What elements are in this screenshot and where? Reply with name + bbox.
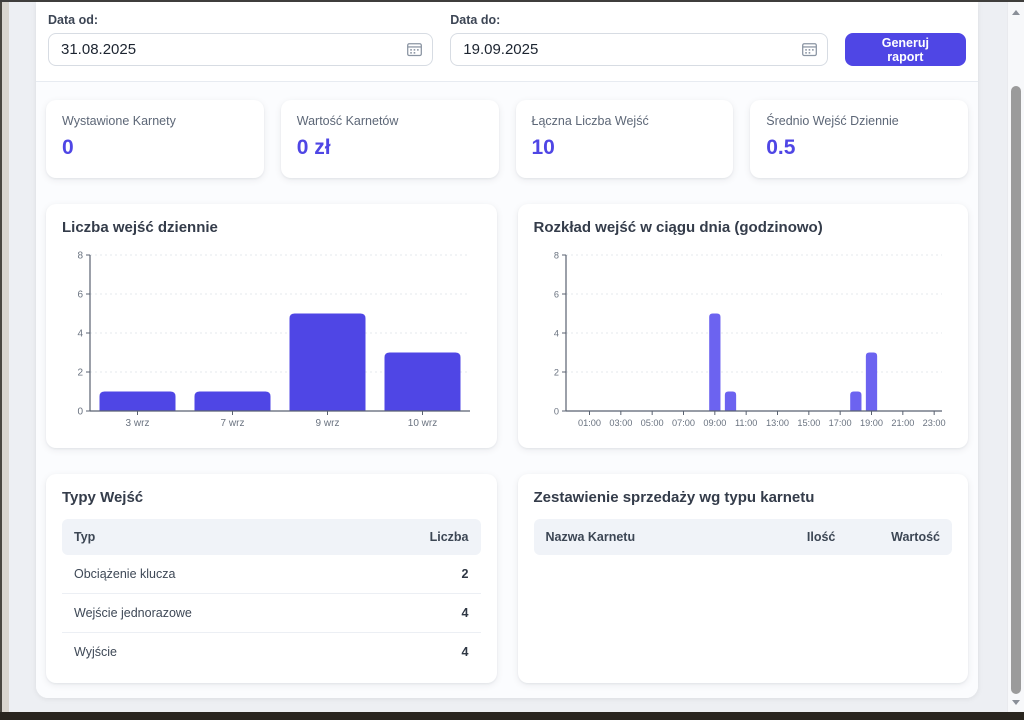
stats-row: Wystawione Karnety 0 Wartość Karnetów 0 … <box>46 100 968 178</box>
column-header-type: Typ <box>62 519 352 555</box>
scrollbar-thumb[interactable] <box>1011 86 1021 694</box>
entry-type-count: 4 <box>351 593 481 633</box>
sales-summary-card: Zestawienie sprzedaży wg typu karnetu Na… <box>517 474 968 683</box>
date-from-input[interactable] <box>48 33 434 66</box>
generate-report-button[interactable]: Generuj raport <box>844 33 967 66</box>
chart-title: Rozkład wejść w ciągu dnia (godzinowo) <box>533 219 823 236</box>
window-bottom-border <box>0 712 1024 720</box>
svg-text:9 wrz: 9 wrz <box>316 418 340 429</box>
svg-text:0: 0 <box>553 407 558 417</box>
stat-card-passes-value: Wartość Karnetów 0 zł <box>280 100 499 178</box>
column-header-count: Liczba <box>351 519 481 555</box>
svg-text:03:00: 03:00 <box>609 418 632 428</box>
entry-type-name: Wyjście <box>74 645 117 659</box>
scroll-up-button[interactable] <box>1008 4 1024 20</box>
svg-text:3 wrz: 3 wrz <box>126 418 150 429</box>
svg-text:7 wrz: 7 wrz <box>221 418 245 429</box>
svg-text:01:00: 01:00 <box>578 418 601 428</box>
svg-text:11:00: 11:00 <box>735 418 757 428</box>
stat-label: Łączna Liczba Wejść <box>531 114 649 128</box>
svg-text:6: 6 <box>553 290 558 300</box>
svg-text:17:00: 17:00 <box>828 418 851 428</box>
stat-value: 0 <box>62 136 74 159</box>
svg-text:6: 6 <box>77 290 83 301</box>
window-top-border <box>0 0 1024 2</box>
daily-entries-chart-card: Liczba wejść dziennie 0 2 4 6 8 3 wrz 7 wrz 9 w… <box>46 204 497 448</box>
stat-value: 10 <box>531 136 555 159</box>
entry-types-table: Typ Liczba Obciążenie klucza 2 Wejście j… <box>62 519 481 671</box>
entry-type-count: 4 <box>461 645 469 659</box>
svg-text:09:00: 09:00 <box>703 418 726 428</box>
tables-row: Typy Wejść Typ Liczba Obciążenie klucza … <box>46 474 968 683</box>
filter-bar: Data od: Data do: <box>36 2 978 82</box>
table-title: Zestawienie sprzedaży wg typu karnetu <box>533 489 815 506</box>
window-left-edge <box>2 2 9 713</box>
vertical-scrollbar[interactable] <box>1007 2 1024 712</box>
stat-label: Wartość Karnetów <box>296 114 399 128</box>
svg-text:05:00: 05:00 <box>640 418 663 428</box>
calendar-icon[interactable] <box>406 41 423 58</box>
entry-type-name: Obciążenie klucza <box>62 555 352 594</box>
svg-text:10 wrz: 10 wrz <box>408 418 437 429</box>
table-header-row: Nazwa Karnetu Ilość Wartość <box>533 519 952 555</box>
table-title: Typy Wejść <box>62 489 144 506</box>
report-content: Wystawione Karnety 0 Wartość Karnetów 0 … <box>36 82 978 698</box>
svg-text:13:00: 13:00 <box>766 418 789 428</box>
date-to-field: Data do: <box>450 13 828 66</box>
stat-label: Średnio Wejść Dziennie <box>766 114 899 128</box>
stat-value: 0 zł <box>296 136 331 159</box>
scroll-down-icon <box>1012 699 1020 705</box>
svg-text:21:00: 21:00 <box>891 418 914 428</box>
svg-text:07:00: 07:00 <box>672 418 695 428</box>
hourly-entries-bar-chart: 0 2 4 6 8 01:00 03:00 05:00 07:00 09:00 11:00 13:00… <box>553 251 945 429</box>
svg-text:2: 2 <box>77 368 83 379</box>
entry-types-card: Typy Wejść Typ Liczba Obciążenie klucza … <box>46 474 497 683</box>
date-from-label: Data od: <box>48 13 98 27</box>
stat-card-avg-daily-entries: Średnio Wejść Dziennie 0.5 <box>750 100 968 178</box>
svg-text:4: 4 <box>77 329 83 340</box>
svg-text:15:00: 15:00 <box>797 418 820 428</box>
svg-text:8: 8 <box>553 251 558 261</box>
date-to-label: Data do: <box>450 13 501 27</box>
date-to-input[interactable] <box>450 33 828 66</box>
scroll-up-icon <box>1012 9 1020 15</box>
scroll-down-button[interactable] <box>1008 694 1024 710</box>
column-header-quantity: Ilość <box>742 519 848 555</box>
table-row: Wejście jednorazowe 4 <box>62 593 481 633</box>
column-header-value: Wartość <box>847 519 952 555</box>
entry-type-name: Wejście jednorazowe <box>62 593 352 633</box>
svg-text:2: 2 <box>553 368 558 378</box>
table-header-row: Typ Liczba <box>62 519 481 555</box>
hourly-entries-chart-card: Rozkład wejść w ciągu dnia (godzinowo) 0… <box>517 204 968 448</box>
date-from-field: Data od: <box>48 13 434 66</box>
chart-title: Liczba wejść dziennie <box>62 219 218 236</box>
calendar-icon[interactable] <box>801 41 818 58</box>
svg-text:19:00: 19:00 <box>860 418 883 428</box>
svg-text:4: 4 <box>553 329 558 339</box>
table-row: Wyjście 4 <box>62 633 481 672</box>
column-header-pass-name: Nazwa Karnetu <box>533 519 743 555</box>
sales-table-empty-area <box>534 555 953 673</box>
svg-text:23:00: 23:00 <box>922 418 945 428</box>
window-left-border <box>0 0 2 720</box>
stat-card-total-entries: Łączna Liczba Wejść 10 <box>515 100 734 178</box>
svg-text:8: 8 <box>77 251 83 262</box>
daily-entries-bar-chart: 0 2 4 6 8 3 wrz 7 wrz 9 wrz 10 wrz <box>77 251 470 429</box>
table-row: Obciążenie klucza 2 <box>62 555 481 594</box>
svg-text:0: 0 <box>77 407 83 418</box>
report-page: Data od: Data do: <box>36 2 978 698</box>
stat-card-issued-passes: Wystawione Karnety 0 <box>46 100 264 178</box>
charts-row: Liczba wejść dziennie 0 2 4 6 8 3 wrz 7 wrz 9 w… <box>46 204 968 448</box>
entry-type-count: 2 <box>351 555 481 594</box>
stat-label: Wystawione Karnety <box>62 114 176 128</box>
sales-summary-table: Nazwa Karnetu Ilość Wartość <box>533 519 952 555</box>
stat-value: 0.5 <box>766 136 796 159</box>
